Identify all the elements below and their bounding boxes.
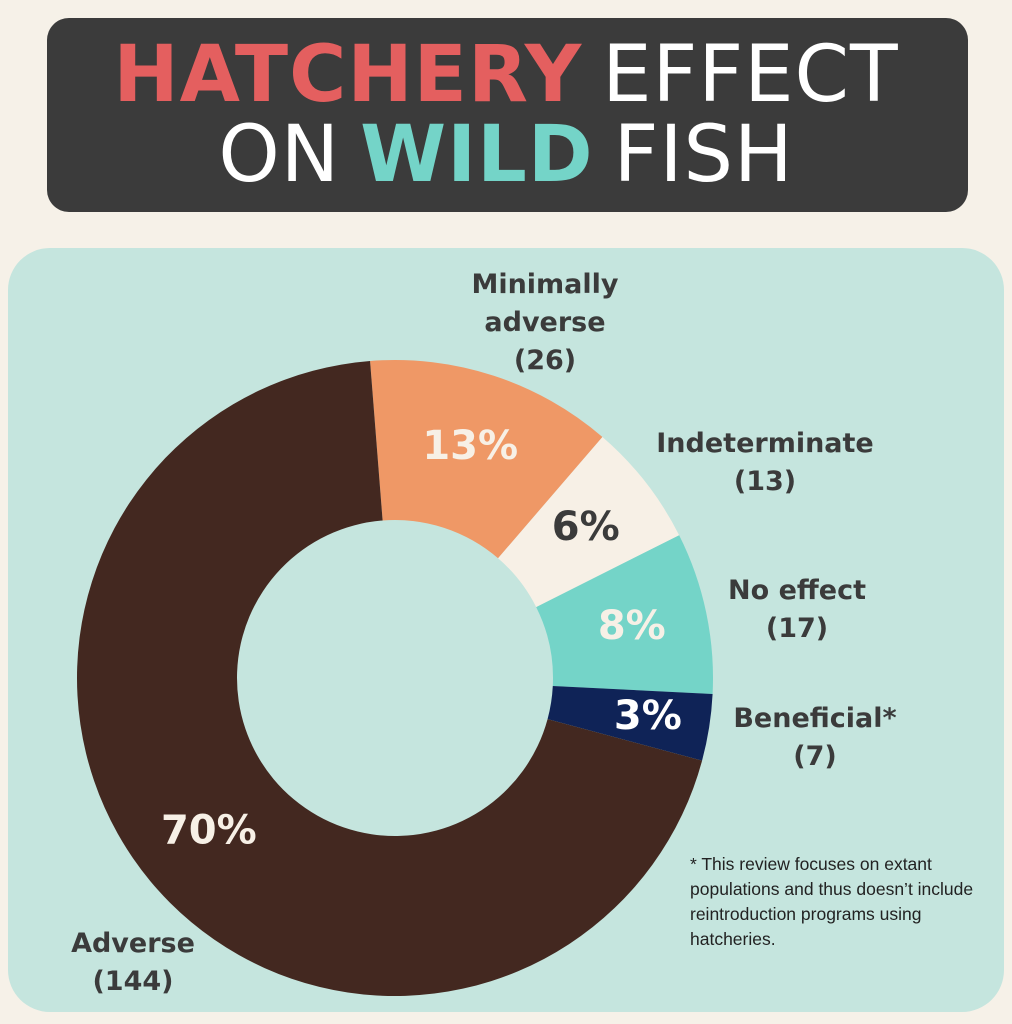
title-word: ON [218, 110, 341, 200]
count-label: (17) [765, 613, 829, 644]
percent-label: 13% [422, 423, 518, 469]
category-name: No effect [728, 575, 866, 606]
category-label: Minimally adverse (26) [425, 266, 665, 380]
count-label: (144) [92, 966, 174, 997]
title-word: WILD [360, 110, 594, 200]
donut-slice [76, 360, 703, 996]
title-word: HATCHERY [113, 30, 583, 120]
category-name: Indeterminate [656, 428, 874, 459]
category-label: Adverse (144) [71, 925, 195, 1001]
donut-slice [536, 535, 713, 695]
title-box [47, 18, 968, 212]
count-label: (13) [733, 466, 797, 497]
donut-slice [370, 360, 603, 559]
category-label: No effect (17) [728, 572, 866, 648]
title-word: FISH [613, 110, 794, 200]
donut-slice [547, 685, 713, 761]
count-label: (7) [793, 741, 837, 772]
category-name: Minimally adverse [471, 269, 619, 338]
donut-slice [498, 436, 680, 608]
percent-label: 70% [161, 808, 257, 854]
title-line: HATCHERY EFFECT [0, 35, 1012, 115]
percent-label: 8% [598, 603, 666, 649]
category-name: Adverse [71, 928, 195, 959]
title-word: EFFECT [602, 30, 899, 120]
category-label: Beneficial* (7) [733, 700, 896, 776]
percent-label: 6% [552, 504, 620, 550]
footnote: * This review focuses on extant populati… [690, 854, 974, 949]
category-label: Indeterminate (13) [656, 425, 874, 501]
count-label: (26) [513, 345, 577, 376]
title-line: ON WILD FISH [0, 115, 1012, 195]
category-name: Beneficial* [733, 703, 897, 734]
percent-label: 3% [614, 693, 682, 739]
